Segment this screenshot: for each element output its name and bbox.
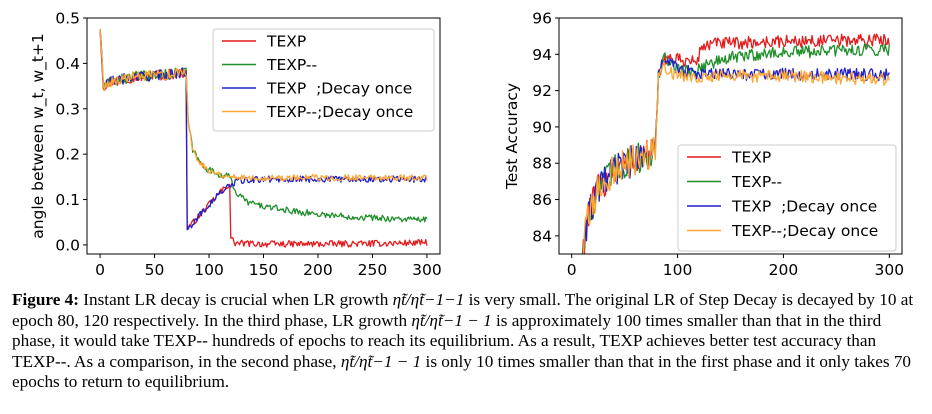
x-tick-label: 200 [303,261,333,279]
y-tick-label: 0.4 [55,55,80,73]
x-tick-label: 250 [358,261,388,279]
chart-left-angle: 0 50 100 150 200 250 300 0.0 0.1 0.2 0.3 0.4 0.5 angl… [29,10,442,280]
caption-text-4: is only 10 times smaller than that in th… [12,351,912,392]
x-tick-label: 150 [249,261,279,279]
legend-label-4: TEXP--;Decay once [266,103,413,121]
y-axis-label: angle between w_t, w_t+1 [29,33,48,239]
caption-text-2: is very small. The original LR of Step D… [12,290,914,330]
y-tick-label: 0.3 [55,100,80,118]
y-tick-label: 94 [532,46,552,64]
caption-formula-1: η̃t/η̃t−1−1 [392,290,465,309]
y-axis-label: Test Accuracy [503,83,521,190]
x-tick-label: 50 [145,261,165,279]
figure-caption: Figure 4: Instant LR decay is crucial wh… [12,290,924,393]
chart-right-accuracy: 0 100 200 300 84 86 88 90 92 94 96 Test Accuracy TEX… [503,10,904,280]
series-line-1 [581,33,890,254]
caption-formula-2: η̃t/η̃t−1 − 1 [411,310,492,330]
legend-box [212,28,435,132]
x-tick-label: 300 [412,261,442,279]
x-tick-label: 0 [567,261,577,279]
x-tick-label: 0 [95,261,105,279]
x-tick-label: 200 [769,261,799,279]
y-tick-label: 0.5 [55,10,80,28]
legend-label-2: TEXP-- [266,56,317,74]
legend-label-1: TEXP [731,149,771,167]
legend-box [677,144,897,252]
y-tick-label: 86 [532,191,552,209]
series-line-4 [99,29,428,182]
y-tick-label: 88 [532,155,552,173]
y-tick-label: 0.1 [55,191,80,209]
caption-text-1: Instant LR decay is crucial when LR grow… [79,290,393,309]
plot-frame [558,17,903,255]
x-tick-label: 100 [194,261,224,279]
series-line-4 [582,61,890,254]
legend-label-3: TEXP ;Decay once [266,80,412,98]
plot-lines [581,33,890,254]
caption-text-3: is approximately 100 times smaller than … [12,310,882,371]
x-tick-label: 100 [663,261,693,279]
y-tick-label: 0.2 [55,146,80,164]
legend-label-3: TEXP ;Decay once [731,198,877,216]
figure-canvas: 0 50 100 150 200 250 300 0.0 0.1 0.2 0.3 0.4 0.5 angl… [29,10,904,280]
caption-formula-3: η̃t/η̃t−1 − 1 [340,351,422,371]
y-tick-label: 92 [532,82,552,100]
x-tick-label: 300 [874,261,904,279]
legend-label-2: TEXP-- [731,173,782,191]
y-tick-label: 0.0 [55,236,80,254]
y-tick-label: 90 [532,118,552,136]
caption-label: Figure 4: [12,290,79,309]
y-tick-label: 96 [532,10,552,28]
plot-lines [99,29,428,248]
legend-label-4: TEXP--;Decay once [731,222,878,240]
legend-label-1: TEXP [266,33,306,51]
y-tick-label: 84 [532,227,552,245]
